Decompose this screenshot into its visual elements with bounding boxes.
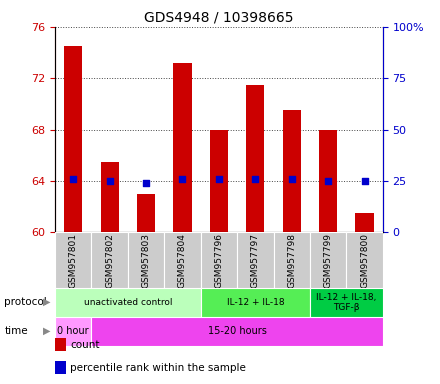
Point — [70, 176, 77, 182]
Text: GSM957802: GSM957802 — [105, 233, 114, 288]
Text: GSM957798: GSM957798 — [287, 233, 296, 288]
Bar — [201, 288, 310, 317]
Bar — [346, 232, 383, 288]
Bar — [55, 288, 201, 317]
Bar — [237, 232, 274, 288]
Text: count: count — [70, 340, 100, 350]
Bar — [164, 232, 201, 288]
Bar — [64, 46, 82, 232]
Point — [179, 176, 186, 182]
Text: 0 hour: 0 hour — [57, 326, 89, 336]
Bar — [274, 232, 310, 288]
Point — [216, 176, 223, 182]
Point — [361, 178, 368, 184]
Text: GSM957796: GSM957796 — [214, 233, 224, 288]
Text: percentile rank within the sample: percentile rank within the sample — [70, 363, 246, 373]
Bar — [128, 232, 164, 288]
Bar — [55, 232, 92, 288]
Bar — [246, 84, 264, 232]
Text: unactivated control: unactivated control — [84, 298, 172, 307]
Text: ▶: ▶ — [43, 326, 51, 336]
Text: time: time — [4, 326, 28, 336]
Point — [325, 178, 332, 184]
Bar — [100, 162, 119, 232]
Text: GSM957801: GSM957801 — [69, 233, 78, 288]
Bar — [201, 232, 237, 288]
Text: GSM957800: GSM957800 — [360, 233, 369, 288]
Bar — [310, 288, 383, 317]
Text: protocol: protocol — [4, 297, 47, 307]
Bar — [173, 63, 191, 232]
Point — [252, 176, 259, 182]
Bar — [137, 194, 155, 232]
Text: 15-20 hours: 15-20 hours — [208, 326, 267, 336]
Title: GDS4948 / 10398665: GDS4948 / 10398665 — [144, 10, 293, 24]
Bar — [55, 317, 92, 346]
Text: GSM957804: GSM957804 — [178, 233, 187, 288]
Text: IL-12 + IL-18,
TGF-β: IL-12 + IL-18, TGF-β — [316, 293, 377, 312]
Bar — [356, 213, 374, 232]
Bar — [210, 130, 228, 232]
Text: GSM957797: GSM957797 — [251, 233, 260, 288]
Bar — [310, 232, 346, 288]
Point — [106, 178, 113, 184]
Text: ▶: ▶ — [43, 297, 51, 307]
Text: IL-12 + IL-18: IL-12 + IL-18 — [227, 298, 284, 307]
Bar — [319, 130, 337, 232]
Point — [143, 180, 150, 186]
Point — [288, 176, 295, 182]
Text: GSM957803: GSM957803 — [142, 233, 150, 288]
Bar — [282, 110, 301, 232]
Text: GSM957799: GSM957799 — [324, 233, 333, 288]
Bar — [92, 317, 383, 346]
Bar — [92, 232, 128, 288]
